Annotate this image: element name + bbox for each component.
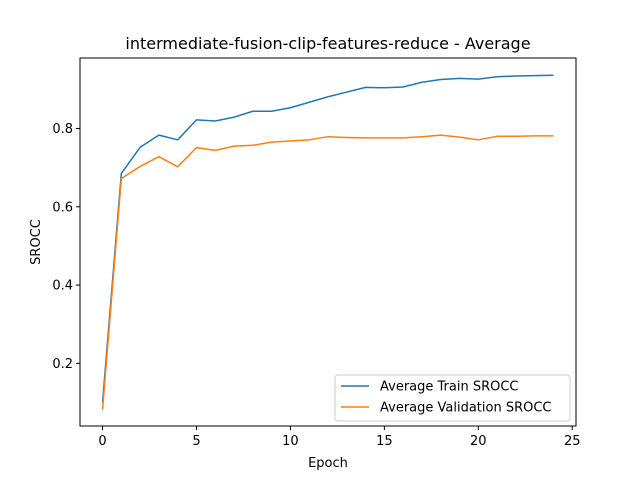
legend-label-1: Average Train SROCC <box>380 380 519 395</box>
y-axis-label: SROCC <box>29 219 44 265</box>
x-axis-ticks: 0 5 10 15 20 25 <box>98 426 581 449</box>
series-line-1 <box>101 74 554 403</box>
y-axis-ticks: 0.2 0.4 0.6 0.8 <box>52 122 80 372</box>
x-tick-label: 15 <box>376 434 393 449</box>
x-tick-label: 25 <box>564 434 581 449</box>
plot-frame <box>79 57 577 427</box>
x-tick-label: 5 <box>192 434 200 449</box>
legend-box <box>334 374 571 422</box>
y-tick-label: 0.8 <box>52 122 73 137</box>
y-tick-label: 0.2 <box>52 357 73 372</box>
y-tick-label: 0.6 <box>52 200 73 215</box>
series-line-2 <box>101 134 554 410</box>
x-tick-label: 0 <box>98 434 106 449</box>
x-tick-label: 10 <box>282 434 299 449</box>
x-tick-label: 20 <box>470 434 487 449</box>
y-tick-label: 0.4 <box>52 279 73 294</box>
series-lines <box>101 74 554 410</box>
x-axis-label: Epoch <box>308 456 348 471</box>
legend: Average Train SROCC Average Validation SR… <box>334 374 571 422</box>
chart-title: intermediate-fusion-clip-features-reduce… <box>125 34 530 53</box>
legend-label-2: Average Validation SROCC <box>380 401 552 416</box>
